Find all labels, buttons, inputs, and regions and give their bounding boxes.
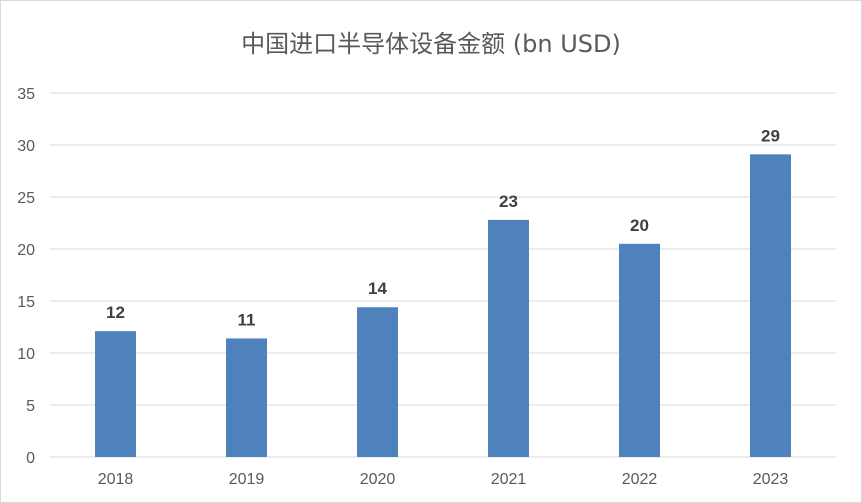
data-label: 23 [499, 192, 518, 211]
y-tick-label: 35 [17, 86, 35, 103]
data-label: 29 [761, 126, 780, 145]
bar-2022 [619, 243, 660, 457]
data-label: 12 [106, 303, 125, 322]
y-axis-ticks: 0 5 10 15 20 25 30 35 [17, 86, 35, 467]
bars [95, 154, 791, 458]
y-tick-label: 25 [17, 190, 35, 207]
data-label: 20 [630, 216, 649, 235]
bar-2023 [750, 154, 791, 458]
x-axis-ticks: 2018 2019 2020 2021 2022 2023 [98, 471, 789, 488]
gridlines [50, 92, 836, 458]
y-tick-label: 0 [26, 450, 35, 467]
x-tick-label: 2019 [229, 471, 265, 488]
y-tick-label: 5 [26, 398, 35, 415]
x-tick-label: 2021 [491, 471, 527, 488]
data-labels: 12 11 14 23 20 29 [106, 126, 780, 329]
x-tick-label: 2022 [622, 471, 658, 488]
data-label: 14 [368, 279, 387, 298]
y-tick-label: 15 [17, 294, 35, 311]
bar-2018 [95, 331, 136, 457]
y-tick-label: 10 [17, 346, 35, 363]
x-tick-label: 2020 [360, 471, 396, 488]
x-tick-label: 2018 [98, 471, 134, 488]
bar-2020 [357, 307, 398, 457]
bar-2019 [226, 338, 267, 457]
x-tick-label: 2023 [753, 471, 789, 488]
y-tick-label: 20 [17, 242, 35, 259]
y-tick-label: 30 [17, 138, 35, 155]
data-label: 11 [238, 310, 256, 329]
chart-title: 中国进口半导体设备金额 (bn USD) [241, 30, 621, 58]
bar-2021 [488, 219, 529, 457]
